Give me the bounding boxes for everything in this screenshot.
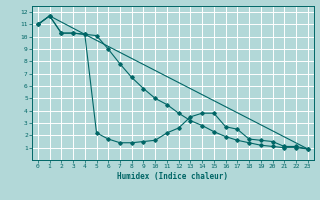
X-axis label: Humidex (Indice chaleur): Humidex (Indice chaleur) [117,172,228,181]
